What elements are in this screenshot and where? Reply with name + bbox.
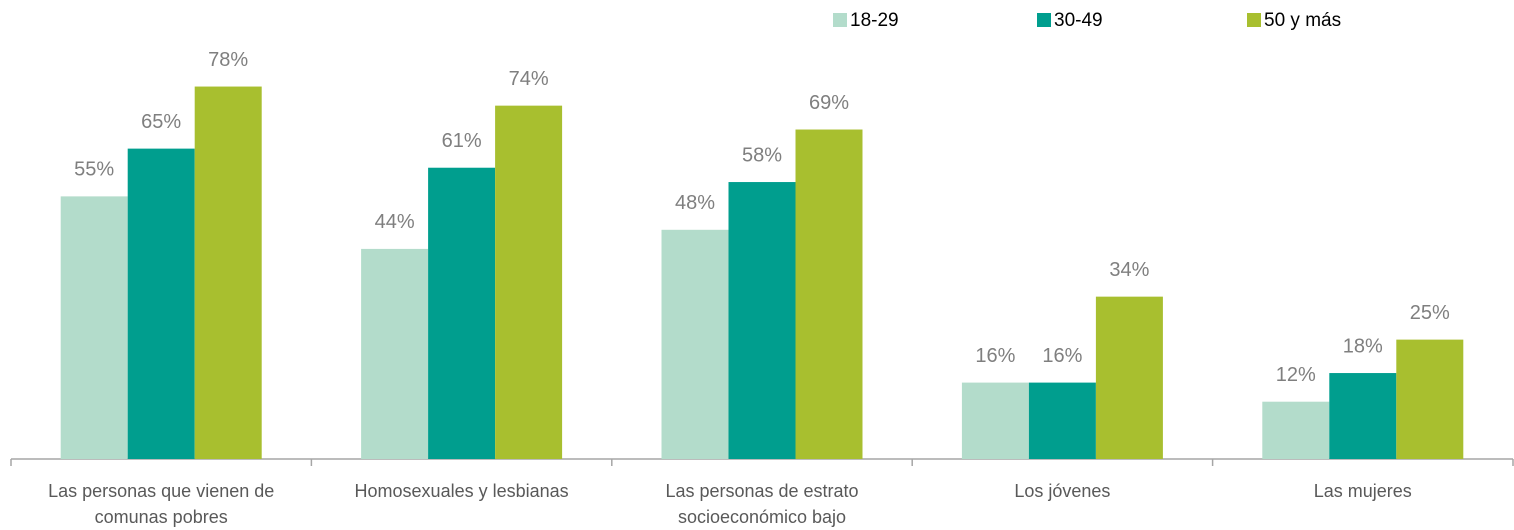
bar [194,86,262,460]
bar [127,148,195,459]
value-label: 48% [675,192,715,214]
bar [1396,339,1464,459]
bar [60,196,128,459]
bar [1095,296,1163,459]
bar [661,229,729,459]
bar [1028,382,1096,459]
bar [728,182,796,460]
bar [495,105,563,460]
bar [361,248,429,459]
value-label: 78% [208,49,248,71]
x-tick-label: Las personas que vienen de comunas pobre… [48,481,275,527]
value-label: 12% [1276,364,1316,386]
bar [961,382,1029,459]
x-tick-label: Homosexuales y lesbianas [354,481,569,501]
legend-text: 30-49 [1054,10,1103,31]
legend-text: 18-29 [850,10,899,31]
value-label: 16% [1042,345,1082,367]
bar [1329,373,1397,459]
value-label: 74% [509,68,549,90]
legend-text: 50 y más [1264,10,1341,31]
bar [795,129,863,459]
x-tick-label: Los jóvenes [1014,481,1111,501]
x-tick-label: Las mujeres [1313,481,1412,501]
value-label: 69% [809,92,849,114]
value-label: 18% [1343,335,1383,357]
legend-swatch [1247,13,1261,27]
value-label: 55% [74,159,114,181]
legend-swatch [1037,13,1051,27]
legend-swatch [833,13,847,27]
value-label: 58% [742,144,782,166]
value-label: 25% [1410,302,1450,324]
x-tick-label: Las personas de estrato socioeconómico b… [665,481,859,527]
value-label: 16% [975,345,1015,367]
value-label: 34% [1109,259,1149,281]
value-label: 44% [375,211,415,233]
value-label: 65% [141,111,181,133]
bar [428,167,496,459]
bar [1262,401,1330,459]
value-label: 61% [442,130,482,152]
